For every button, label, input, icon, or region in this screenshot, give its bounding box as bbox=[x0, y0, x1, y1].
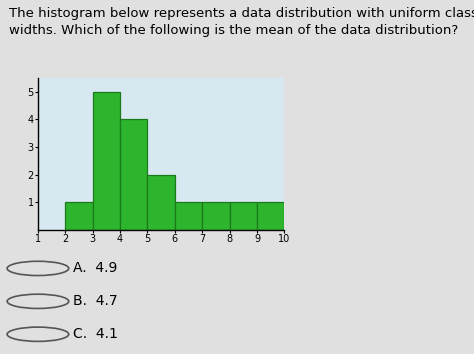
Text: A.  4.9: A. 4.9 bbox=[73, 261, 118, 275]
Bar bbox=[175, 202, 202, 230]
Text: The histogram below represents a data distribution with uniform class
widths. Wh: The histogram below represents a data di… bbox=[9, 7, 474, 37]
Text: B.  4.7: B. 4.7 bbox=[73, 294, 118, 308]
Bar bbox=[229, 202, 257, 230]
Text: C.  4.1: C. 4.1 bbox=[73, 327, 118, 341]
Bar bbox=[202, 202, 229, 230]
Bar bbox=[147, 175, 175, 230]
Bar bbox=[93, 92, 120, 230]
Bar bbox=[65, 202, 93, 230]
Bar bbox=[257, 202, 284, 230]
Bar bbox=[120, 119, 147, 230]
